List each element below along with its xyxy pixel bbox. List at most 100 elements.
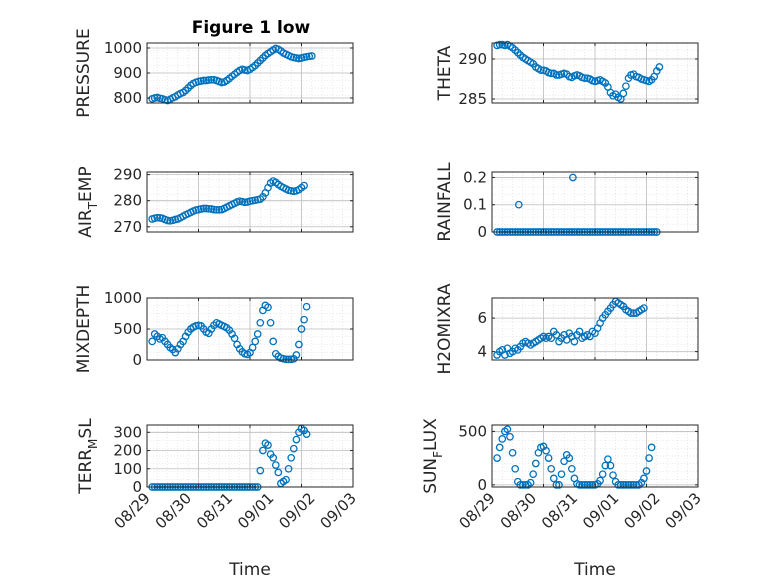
data-point	[655, 63, 664, 71]
data-point	[274, 468, 283, 477]
y-tick-label: 290	[458, 50, 487, 68]
data-point	[629, 309, 638, 317]
data-point	[542, 446, 550, 455]
data-point	[614, 481, 623, 489]
data-point	[271, 461, 280, 469]
data-point	[240, 198, 249, 207]
data-point	[647, 443, 656, 452]
data-point	[622, 481, 630, 489]
y-tick-label: 285	[458, 90, 487, 108]
x-axis-label: Time	[573, 560, 616, 580]
y-tick-label: 500	[113, 320, 142, 338]
data-point	[519, 481, 527, 489]
data-point	[601, 461, 610, 470]
data-point	[640, 304, 648, 312]
y-tick-label: 0	[477, 476, 487, 494]
data-point	[562, 336, 571, 344]
data-point	[253, 330, 262, 338]
data-point	[616, 481, 625, 489]
data-point	[282, 475, 290, 484]
data-point	[266, 318, 275, 327]
y-tick-label: 800	[113, 89, 142, 107]
data-point	[622, 82, 630, 91]
figure-title: Figure 1 low	[192, 18, 311, 38]
data-point	[586, 481, 594, 489]
data-point	[537, 66, 545, 75]
data-point	[269, 337, 278, 346]
data-point	[549, 474, 558, 483]
data-point	[284, 355, 293, 364]
data-point	[557, 470, 566, 479]
data-point	[292, 351, 301, 359]
x-tick-label: 08/31	[193, 489, 236, 532]
data-point	[642, 467, 651, 475]
series-h2omixra	[493, 297, 648, 359]
data-point	[580, 74, 589, 83]
data-point	[202, 204, 211, 213]
data-point	[295, 340, 303, 349]
y-axis-label: THETA	[435, 45, 455, 101]
y-axis-label: RAINFALL	[435, 162, 455, 242]
data-point	[629, 481, 638, 489]
series-mixdepth	[148, 301, 311, 364]
data-point	[292, 435, 301, 444]
data-point	[302, 430, 311, 438]
data-point	[575, 481, 584, 489]
data-point	[508, 448, 517, 457]
data-point	[575, 327, 584, 336]
data-point	[287, 453, 296, 462]
data-point	[547, 334, 556, 343]
data-point	[565, 454, 574, 462]
data-point	[516, 481, 525, 489]
x-axis-label: Time	[228, 560, 271, 580]
data-point	[300, 181, 308, 190]
data-point	[305, 52, 314, 61]
y-axis-label: MIXDEPTH	[74, 285, 94, 374]
data-point	[506, 432, 514, 441]
data-point	[498, 435, 507, 443]
data-point	[598, 470, 607, 479]
data-point	[207, 75, 216, 84]
data-point	[567, 464, 576, 473]
data-point	[215, 205, 223, 214]
y-tick-label: 0	[132, 351, 142, 369]
x-tick-label: 09/03	[662, 489, 705, 532]
y-axis-label: H2OMIXRA	[435, 283, 455, 374]
data-point	[552, 71, 561, 79]
subplot-h2omixra: 4 6 H2OMIXRA	[435, 283, 699, 375]
data-point	[282, 355, 290, 364]
series-terr-msl	[148, 424, 311, 491]
subplot-air-temp: 270 280 290 AIRTEMP	[76, 166, 354, 238]
series-air-temp	[148, 177, 308, 225]
y-tick-label: 290	[113, 166, 142, 184]
data-point	[256, 318, 265, 327]
data-point	[526, 478, 535, 487]
x-tick-label: 09/01	[579, 489, 622, 532]
data-point	[570, 337, 579, 346]
data-point	[511, 464, 520, 473]
data-point	[251, 337, 260, 346]
y-tick-label: 280	[113, 192, 142, 210]
y-tick-label: 4	[477, 343, 487, 361]
data-point	[514, 200, 523, 209]
y-tick-label: 500	[458, 422, 487, 440]
data-point	[547, 69, 556, 78]
y-tick-label: 0	[477, 223, 487, 241]
data-point	[495, 40, 504, 49]
series-theta	[493, 40, 664, 103]
data-point	[619, 89, 628, 98]
data-point	[269, 453, 278, 462]
data-point	[230, 334, 239, 343]
y-tick-label: 0.2	[463, 168, 487, 186]
data-point	[569, 173, 577, 182]
data-point	[212, 205, 221, 214]
data-point	[284, 464, 293, 473]
y-tick-label: 270	[113, 218, 142, 236]
data-point	[619, 481, 628, 489]
data-point	[163, 216, 172, 225]
data-point	[297, 325, 306, 333]
